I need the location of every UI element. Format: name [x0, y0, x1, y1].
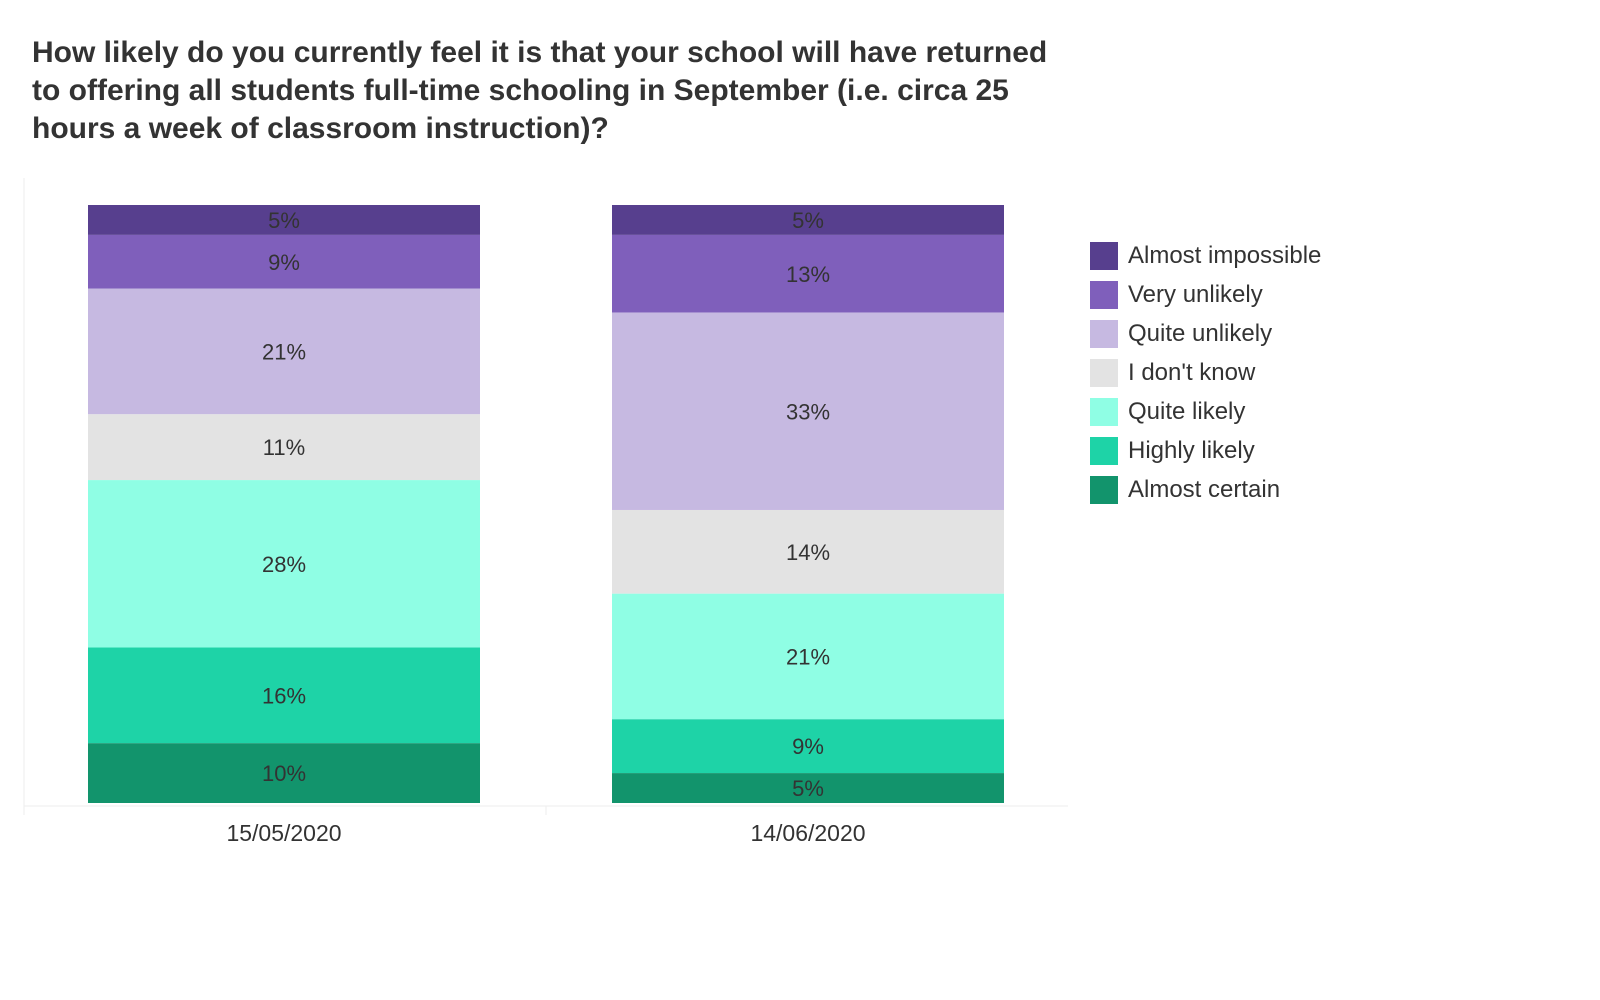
data-label: 9%	[792, 734, 824, 759]
data-label: 5%	[792, 208, 824, 233]
data-label: 11%	[263, 435, 305, 460]
legend-label: Quite unlikely	[1128, 319, 1273, 347]
x-tick-label: 15/05/2020	[226, 820, 341, 846]
bar-segment	[88, 234, 480, 289]
data-label: 9%	[268, 250, 300, 275]
data-label: 28%	[262, 552, 306, 577]
legend-item[interactable]: Almost impossible	[1090, 236, 1321, 275]
legend-item[interactable]: Quite likely	[1090, 392, 1321, 431]
bar-segment	[88, 647, 480, 744]
data-label: 13%	[786, 262, 830, 287]
legend: Almost impossible Very unlikely Quite unli…	[1090, 236, 1321, 509]
legend-label: Highly likely	[1128, 436, 1255, 464]
legend-label: Very unlikely	[1128, 280, 1263, 308]
legend-label: Almost impossible	[1128, 241, 1322, 269]
bar-segment	[88, 205, 480, 235]
bar-segment	[612, 234, 1004, 313]
data-label: 33%	[786, 399, 830, 424]
data-label: 10%	[262, 761, 306, 786]
data-label: 21%	[262, 340, 306, 365]
chart-title: How likely do you currently feel it is t…	[32, 36, 1048, 145]
legend-item[interactable]: Quite unlikely	[1090, 314, 1321, 353]
bar-segment	[88, 414, 480, 481]
legend-label: Almost certain	[1128, 475, 1281, 503]
legend-item[interactable]: Highly likely	[1090, 431, 1321, 470]
bar-segment	[612, 312, 1004, 510]
legend-item[interactable]: I don't know	[1090, 353, 1321, 392]
bar-segment	[612, 719, 1004, 774]
bar-segment	[612, 773, 1004, 803]
data-label: 14%	[786, 540, 830, 565]
legend-swatch	[1090, 358, 1118, 387]
data-label: 21%	[786, 644, 830, 669]
legend-label: Quite likely	[1128, 397, 1246, 425]
bar-segment	[88, 288, 480, 415]
bar-segment	[612, 593, 1004, 720]
legend-swatch	[1090, 241, 1118, 270]
legend-swatch	[1090, 280, 1118, 309]
data-label: 5%	[268, 208, 300, 233]
x-tick-label: 14/06/2020	[750, 820, 865, 846]
data-label: 5%	[792, 776, 824, 801]
bar-segment	[612, 205, 1004, 235]
bar-segment	[88, 480, 480, 648]
legend-swatch	[1090, 475, 1118, 504]
legend-label: I don't know	[1128, 358, 1256, 386]
legend-item[interactable]: Almost certain	[1090, 470, 1321, 509]
legend-swatch	[1090, 436, 1118, 465]
bar-segment	[612, 509, 1004, 594]
legend-item[interactable]: Very unlikely	[1090, 275, 1321, 314]
legend-swatch	[1090, 319, 1118, 348]
legend-swatch	[1090, 397, 1118, 426]
bar-segment	[88, 743, 480, 803]
data-label: 16%	[262, 683, 306, 708]
